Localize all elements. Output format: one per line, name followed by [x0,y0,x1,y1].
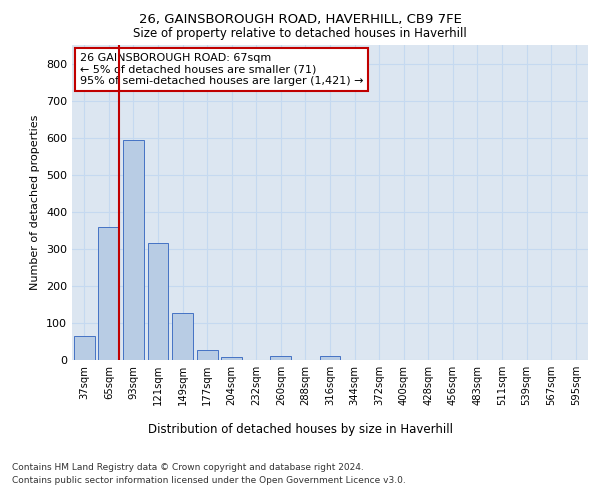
Text: Contains HM Land Registry data © Crown copyright and database right 2024.: Contains HM Land Registry data © Crown c… [12,462,364,471]
Text: Contains public sector information licensed under the Open Government Licence v3: Contains public sector information licen… [12,476,406,485]
Text: Distribution of detached houses by size in Haverhill: Distribution of detached houses by size … [148,422,452,436]
Bar [221,358,242,360]
Bar [74,336,95,360]
Text: 26 GAINSBOROUGH ROAD: 67sqm
← 5% of detached houses are smaller (71)
95% of semi: 26 GAINSBOROUGH ROAD: 67sqm ← 5% of deta… [80,53,363,86]
Bar [320,356,340,360]
Bar [172,312,193,360]
Bar [123,140,144,360]
Bar [271,356,292,360]
Y-axis label: Number of detached properties: Number of detached properties [31,115,40,290]
Bar [98,226,119,360]
Bar [197,350,218,360]
Text: Size of property relative to detached houses in Haverhill: Size of property relative to detached ho… [133,28,467,40]
Text: 26, GAINSBOROUGH ROAD, HAVERHILL, CB9 7FE: 26, GAINSBOROUGH ROAD, HAVERHILL, CB9 7F… [139,12,461,26]
Bar [148,244,169,360]
